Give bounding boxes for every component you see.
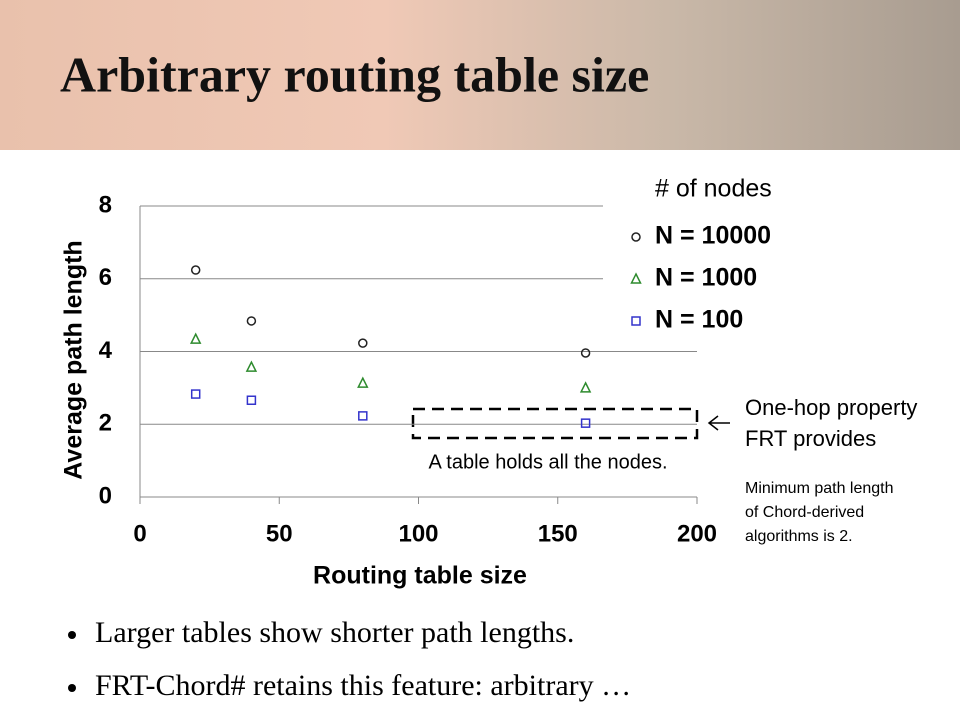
header-background [0, 0, 960, 150]
point [358, 411, 368, 421]
point [358, 338, 368, 348]
annotation: A table holds all the nodes. [428, 451, 667, 473]
y-tick-label: 4 [99, 337, 113, 364]
point [190, 389, 201, 399]
annotation: One-hop property [745, 395, 917, 420]
point [246, 395, 257, 405]
bullet-dot [68, 631, 76, 639]
x-tick-label: 150 [538, 520, 578, 547]
slide-title: Arbitrary routing table size [60, 46, 649, 102]
point [580, 418, 591, 428]
legend-title: # of nodes [655, 175, 772, 203]
annotation: algorithms is 2. [745, 528, 853, 545]
y-tick-label: 2 [99, 410, 112, 437]
legend-background [603, 170, 803, 340]
bullet: FRT-Chord# retains this feature: arbitra… [95, 669, 631, 702]
point [357, 376, 369, 388]
x-tick-label: 100 [398, 520, 438, 547]
point [579, 381, 592, 393]
bullet: Larger tables show shorter path lengths. [95, 616, 574, 649]
x-tick-label: 200 [677, 520, 717, 547]
y-axis-title: Average path length [60, 240, 88, 479]
chart: 0 2 4 6 8 0 50 100 150 200 Routing table size Avera… [60, 170, 917, 590]
x-tick-label: 0 [133, 520, 146, 547]
point [245, 360, 258, 372]
point [189, 332, 202, 344]
y-tick-label: 0 [99, 482, 112, 509]
legend-label: N = 10000 [655, 222, 771, 250]
x-axis-title: Routing table size [313, 562, 527, 590]
point [580, 348, 591, 358]
y-tick-label: 8 [99, 191, 112, 218]
x-tick-label: 50 [266, 520, 293, 547]
annotation: Minimum path length [745, 480, 894, 497]
arrow [707, 415, 730, 431]
legend-label: N = 1000 [655, 264, 757, 292]
point [190, 265, 201, 275]
highlight-box [411, 407, 699, 440]
legend-marker [631, 232, 641, 242]
annotation: of Chord-derived [745, 504, 864, 521]
legend-marker [631, 316, 641, 326]
legend-label: N = 100 [655, 306, 743, 334]
y-tick-label: 6 [99, 264, 112, 291]
bullet-dot [68, 684, 76, 692]
legend-marker [630, 272, 642, 284]
annotation: FRT provides [745, 426, 876, 451]
point [246, 316, 257, 326]
